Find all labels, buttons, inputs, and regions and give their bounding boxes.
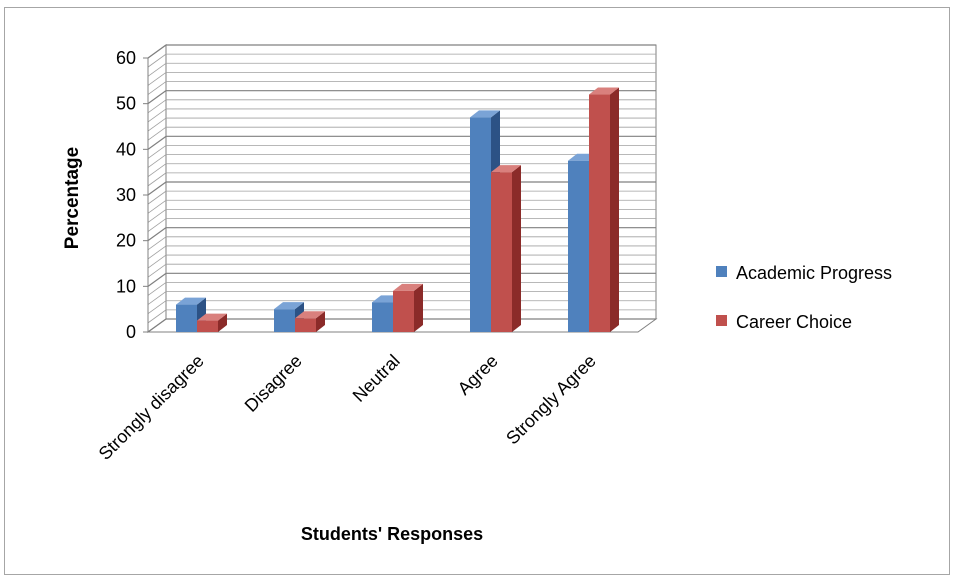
- gridline-side: [147, 99, 167, 114]
- gridline-side: [147, 135, 167, 150]
- gridline-side: [147, 254, 167, 269]
- bar-front: [176, 304, 197, 332]
- bar-side: [218, 313, 227, 332]
- legend-swatch-career-choice: [716, 315, 727, 326]
- bar-front: [589, 94, 610, 333]
- gridline-side: [147, 236, 167, 251]
- gridline-side: [147, 282, 167, 296]
- bar-career-choice: [589, 87, 619, 333]
- gridline-side: [147, 263, 167, 278]
- bar-career-choice: [295, 311, 325, 332]
- bar-career-choice: [393, 283, 423, 332]
- bar-front: [197, 320, 218, 332]
- gridline-side: [147, 227, 167, 242]
- y-tick-label: 60: [116, 48, 136, 68]
- bar-top: [197, 313, 227, 321]
- bar-top: [176, 297, 206, 305]
- gridline-side: [147, 218, 167, 232]
- y-tick-label: 40: [116, 139, 136, 159]
- y-tick-label: 20: [116, 231, 136, 251]
- bar-side: [512, 165, 521, 332]
- gridline-side: [147, 44, 167, 59]
- gridline-side: [147, 245, 167, 260]
- gridline-side: [147, 272, 167, 287]
- bar-side: [610, 87, 619, 333]
- bar-top: [589, 87, 619, 95]
- bar-career-choice: [197, 313, 227, 332]
- gridline-side: [147, 309, 167, 324]
- gridline-side: [147, 90, 167, 105]
- bar-top: [274, 302, 304, 310]
- bar-side: [316, 311, 325, 332]
- legend-label-academic-progress: Academic Progress: [736, 263, 892, 283]
- gridline-side: [147, 172, 167, 187]
- y-tick-label: 30: [116, 185, 136, 205]
- bar-career-choice: [491, 165, 521, 332]
- gridline-side: [147, 108, 167, 123]
- gridline-side: [147, 181, 167, 196]
- gridline-side: [147, 190, 167, 205]
- gridline-side: [147, 72, 167, 86]
- bar-top: [470, 110, 500, 118]
- gridline-side: [147, 163, 167, 178]
- bar-front: [295, 318, 316, 332]
- gridline-side: [147, 154, 167, 168]
- bar-front: [568, 160, 589, 332]
- bar-side: [414, 283, 423, 332]
- y-tick-label: 10: [116, 276, 136, 296]
- legend: Academic Progress Career Choice: [716, 263, 892, 332]
- y-tick-labels: 0 10 20 30 40 50 60: [116, 48, 149, 342]
- x-tick-labels: Strongly disagree Disagree Neutral Agree Str…: [95, 351, 600, 464]
- bar-front: [470, 117, 491, 332]
- y-tick-label: 0: [126, 322, 136, 342]
- x-tick-label: Strongly Agree: [502, 351, 600, 449]
- x-tick-label: Neutral: [349, 351, 404, 406]
- x-tick-label: Disagree: [241, 351, 306, 416]
- gridline-side: [147, 62, 167, 77]
- legend-label-career-choice: Career Choice: [736, 312, 852, 332]
- bar-front: [393, 290, 414, 332]
- x-tick-label: Strongly disagree: [95, 351, 208, 464]
- gridline-side: [147, 291, 167, 305]
- bar-academic-progress: [176, 297, 206, 332]
- bar-front: [274, 309, 295, 332]
- bar-top: [295, 311, 325, 319]
- gridline-side: [147, 145, 167, 159]
- gridline-side: [147, 81, 167, 95]
- gridline-side: [147, 199, 167, 214]
- x-tick-label: Agree: [454, 351, 502, 399]
- bar-front: [491, 172, 512, 332]
- x-axis-label: Students' Responses: [301, 524, 483, 544]
- bar-top: [393, 283, 423, 291]
- legend-swatch-academic-progress: [716, 266, 727, 277]
- gridline-side: [147, 209, 167, 223]
- gridline-side: [147, 300, 167, 315]
- y-axis-label: Percentage: [62, 147, 83, 249]
- bar-front: [372, 302, 393, 332]
- bars: [176, 87, 619, 333]
- bar-top: [491, 165, 521, 173]
- gridline-side: [147, 53, 167, 68]
- y-tick-label: 50: [116, 94, 136, 114]
- gridline-side: [147, 126, 167, 141]
- gridline-side: [147, 117, 167, 132]
- gridline-side: [147, 318, 167, 333]
